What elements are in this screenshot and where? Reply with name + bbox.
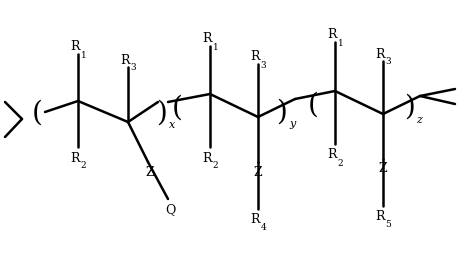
Text: 1: 1 bbox=[212, 42, 218, 51]
Text: (: ( bbox=[307, 91, 319, 118]
Text: Q: Q bbox=[165, 203, 175, 216]
Text: y: y bbox=[289, 119, 295, 129]
Text: (: ( bbox=[172, 94, 182, 121]
Text: ): ) bbox=[157, 99, 167, 126]
Text: R: R bbox=[328, 28, 337, 41]
Text: R: R bbox=[203, 151, 212, 164]
Text: Z: Z bbox=[379, 162, 387, 175]
Text: 5: 5 bbox=[385, 220, 392, 229]
Text: R: R bbox=[328, 148, 337, 161]
Text: 1: 1 bbox=[80, 50, 86, 59]
Text: R: R bbox=[70, 151, 80, 164]
Text: z: z bbox=[416, 115, 422, 124]
Text: 4: 4 bbox=[260, 223, 266, 232]
Text: 2: 2 bbox=[337, 158, 343, 167]
Text: 3: 3 bbox=[385, 57, 391, 66]
Text: 3: 3 bbox=[260, 60, 266, 69]
Text: 3: 3 bbox=[131, 63, 136, 72]
Text: Z: Z bbox=[254, 165, 262, 178]
Text: R: R bbox=[203, 32, 212, 45]
Text: 2: 2 bbox=[212, 161, 218, 170]
Text: R: R bbox=[376, 210, 385, 223]
Text: (: ( bbox=[31, 99, 42, 126]
Text: R: R bbox=[251, 50, 260, 63]
Text: R: R bbox=[70, 40, 80, 53]
Text: R: R bbox=[120, 53, 130, 66]
Text: Z: Z bbox=[146, 165, 154, 178]
Text: ): ) bbox=[404, 93, 415, 120]
Text: 1: 1 bbox=[337, 38, 343, 47]
Text: 2: 2 bbox=[80, 161, 86, 170]
Text: R: R bbox=[376, 47, 385, 60]
Text: x: x bbox=[169, 120, 175, 130]
Text: R: R bbox=[251, 213, 260, 226]
Text: ): ) bbox=[276, 98, 288, 125]
